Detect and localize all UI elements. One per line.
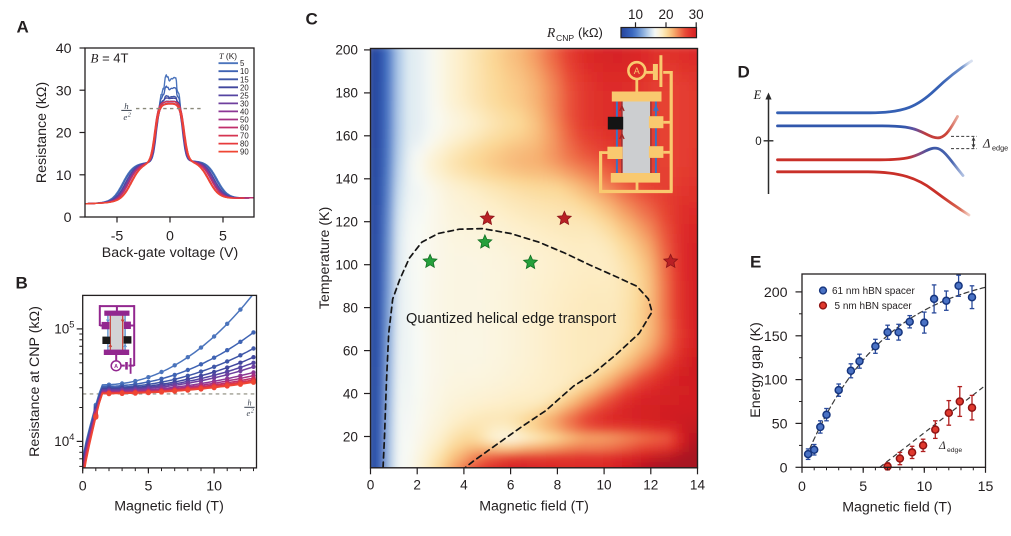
svg-text:10: 10 <box>54 321 69 336</box>
svg-text:0: 0 <box>166 229 174 245</box>
svg-text:B: B <box>16 274 28 293</box>
svg-text:E: E <box>750 253 761 272</box>
svg-text:h: h <box>247 399 251 408</box>
svg-text:4: 4 <box>69 432 74 442</box>
svg-text:8: 8 <box>554 477 562 492</box>
svg-text:C: C <box>306 10 318 29</box>
svg-text:50: 50 <box>772 416 788 432</box>
svg-text:20: 20 <box>658 7 673 22</box>
svg-text:14: 14 <box>690 477 706 492</box>
svg-text:60: 60 <box>343 343 359 358</box>
svg-text:Magnetic field (T): Magnetic field (T) <box>842 500 952 516</box>
svg-text:A: A <box>17 18 29 37</box>
svg-text:140: 140 <box>335 172 358 187</box>
svg-text:Quantized helical edge transpo: Quantized helical edge transport <box>406 311 616 327</box>
svg-text:E: E <box>753 88 762 102</box>
svg-text:25: 25 <box>240 91 249 100</box>
svg-text:e: e <box>246 409 250 418</box>
svg-text:e: e <box>123 112 127 122</box>
svg-text:4: 4 <box>460 477 468 492</box>
svg-text:61 nm hBN spacer: 61 nm hBN spacer <box>832 286 915 297</box>
svg-text:Magnetic field (T): Magnetic field (T) <box>479 499 589 515</box>
svg-text:10: 10 <box>628 7 643 22</box>
svg-text:10: 10 <box>54 434 69 449</box>
svg-text:6: 6 <box>507 477 515 492</box>
svg-text:5: 5 <box>219 229 227 245</box>
svg-text:100: 100 <box>335 257 358 272</box>
svg-text:30: 30 <box>240 99 249 108</box>
svg-text:20: 20 <box>343 429 359 444</box>
svg-text:edge: edge <box>947 447 962 454</box>
svg-text:Energy gap (K): Energy gap (K) <box>748 322 764 417</box>
svg-text:0: 0 <box>780 460 788 476</box>
svg-text:5: 5 <box>144 479 152 495</box>
svg-text:70: 70 <box>240 132 249 141</box>
svg-text:Δ: Δ <box>938 440 946 452</box>
svg-text:h: h <box>124 101 129 111</box>
svg-text:0: 0 <box>798 479 806 495</box>
svg-text:CNP: CNP <box>556 33 574 43</box>
svg-text:120: 120 <box>335 215 358 230</box>
svg-text:160: 160 <box>335 129 358 144</box>
svg-text:20: 20 <box>240 83 249 92</box>
svg-text:-5: -5 <box>111 229 124 245</box>
svg-text:B = 4T: B = 4T <box>91 51 129 66</box>
svg-text:10: 10 <box>56 168 72 184</box>
svg-text:20: 20 <box>56 126 72 142</box>
svg-text:10: 10 <box>597 477 613 492</box>
svg-text:(kΩ): (kΩ) <box>578 25 603 40</box>
svg-text:180: 180 <box>335 86 358 101</box>
svg-text:10: 10 <box>206 479 222 495</box>
svg-text:Magnetic field (T): Magnetic field (T) <box>114 499 224 515</box>
svg-text:40: 40 <box>343 386 359 401</box>
svg-text:90: 90 <box>240 148 249 157</box>
svg-text:A: A <box>114 364 118 370</box>
svg-text:5 nm hBN spacer: 5 nm hBN spacer <box>835 301 913 312</box>
svg-text:80: 80 <box>343 300 359 315</box>
svg-text:2: 2 <box>251 409 254 415</box>
svg-text:Back-gate voltage (V): Back-gate voltage (V) <box>102 245 238 261</box>
svg-text:edge: edge <box>992 144 1008 153</box>
svg-text:5: 5 <box>69 319 74 329</box>
svg-text:A: A <box>634 66 640 76</box>
svg-text:150: 150 <box>764 329 788 345</box>
svg-text:200: 200 <box>764 285 788 301</box>
svg-text:30: 30 <box>689 7 704 22</box>
svg-text:T (K): T (K) <box>219 51 237 61</box>
svg-text:0: 0 <box>79 479 87 495</box>
svg-text:5: 5 <box>859 479 867 495</box>
svg-text:80: 80 <box>240 140 249 149</box>
svg-text:10: 10 <box>916 479 932 495</box>
svg-text:0: 0 <box>755 136 761 148</box>
svg-text:Temperature (K): Temperature (K) <box>317 207 333 310</box>
svg-text:5: 5 <box>240 59 245 68</box>
svg-text:50: 50 <box>240 115 249 124</box>
svg-text:15: 15 <box>978 479 994 495</box>
svg-text:10: 10 <box>240 67 249 76</box>
svg-text:Resistance (kΩ): Resistance (kΩ) <box>34 82 50 183</box>
svg-text:R: R <box>546 25 556 40</box>
svg-text:Resistance at CNP (kΩ): Resistance at CNP (kΩ) <box>27 306 43 457</box>
svg-text:60: 60 <box>240 124 249 133</box>
svg-text:Δ: Δ <box>982 137 990 151</box>
svg-text:0: 0 <box>367 477 375 492</box>
svg-text:2: 2 <box>128 111 132 118</box>
svg-text:15: 15 <box>240 75 249 84</box>
svg-text:40: 40 <box>240 107 249 116</box>
svg-text:12: 12 <box>643 477 658 492</box>
svg-text:30: 30 <box>56 83 72 99</box>
svg-text:0: 0 <box>64 210 72 226</box>
svg-text:D: D <box>738 63 750 82</box>
svg-text:2: 2 <box>413 477 421 492</box>
svg-text:100: 100 <box>764 373 788 389</box>
svg-text:40: 40 <box>56 41 72 57</box>
svg-text:200: 200 <box>335 43 358 58</box>
